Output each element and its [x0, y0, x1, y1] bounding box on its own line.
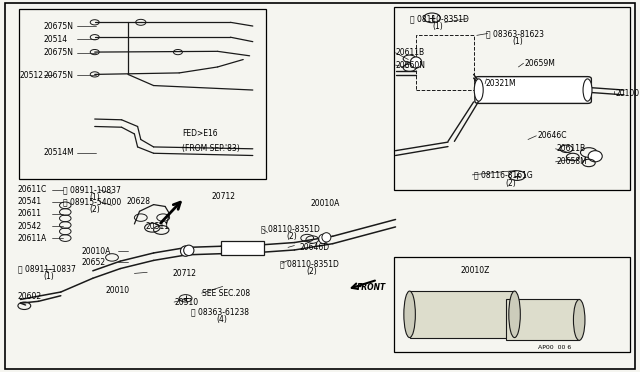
- Text: 20675N: 20675N: [44, 48, 74, 57]
- Ellipse shape: [184, 245, 194, 256]
- Text: 20321M: 20321M: [485, 79, 516, 88]
- Bar: [221, 241, 264, 255]
- Text: SEE SEC.208: SEE SEC.208: [202, 289, 250, 298]
- Text: FRONT: FRONT: [357, 283, 387, 292]
- Text: 20628: 20628: [127, 197, 151, 206]
- Text: Ⓢ 08363-81623: Ⓢ 08363-81623: [486, 29, 545, 38]
- Ellipse shape: [583, 79, 592, 101]
- Text: (2): (2): [506, 179, 516, 187]
- FancyBboxPatch shape: [475, 77, 591, 103]
- Text: AP00  00 6: AP00 00 6: [538, 345, 571, 350]
- Ellipse shape: [573, 299, 585, 340]
- Bar: [410, 291, 515, 338]
- Text: (1): (1): [90, 193, 100, 202]
- Text: 20512: 20512: [19, 71, 44, 80]
- Text: 20675N: 20675N: [44, 22, 74, 31]
- Text: (1): (1): [44, 272, 54, 281]
- Text: (1): (1): [432, 22, 443, 31]
- Text: 20712: 20712: [173, 269, 197, 278]
- Text: 20675N: 20675N: [44, 71, 74, 80]
- Bar: [394, 257, 630, 352]
- Text: 20010A: 20010A: [82, 247, 111, 256]
- Text: (2): (2): [90, 205, 100, 214]
- Text: 20611C: 20611C: [18, 185, 47, 194]
- Text: Ⓑ 08110-8351D: Ⓑ 08110-8351D: [280, 259, 339, 268]
- Text: Ⓝ 08911-10837: Ⓝ 08911-10837: [63, 185, 120, 194]
- Bar: [416, 35, 474, 90]
- Text: (2): (2): [287, 232, 298, 241]
- Ellipse shape: [180, 246, 191, 256]
- Text: 20611A: 20611A: [18, 234, 47, 243]
- Text: (FROM SEP.'83): (FROM SEP.'83): [182, 144, 240, 153]
- Text: Ⓑ 08110-8351D: Ⓑ 08110-8351D: [410, 14, 468, 23]
- Text: 20010A: 20010A: [310, 199, 340, 208]
- Text: 20511: 20511: [146, 222, 170, 231]
- Ellipse shape: [410, 57, 422, 68]
- Text: 20646C: 20646C: [538, 131, 567, 140]
- Text: 20602: 20602: [18, 292, 42, 301]
- Text: 20611B: 20611B: [396, 48, 425, 57]
- Text: 20514M: 20514M: [44, 148, 74, 157]
- Text: 20514: 20514: [44, 35, 68, 44]
- Ellipse shape: [404, 291, 415, 338]
- Text: 20611: 20611: [18, 209, 42, 218]
- Text: 20010Z: 20010Z: [461, 266, 490, 275]
- Ellipse shape: [322, 233, 331, 242]
- Text: (4): (4): [216, 315, 227, 324]
- Ellipse shape: [588, 151, 602, 162]
- Text: 20658M: 20658M: [557, 157, 588, 166]
- Ellipse shape: [319, 234, 328, 244]
- Bar: [19, 9, 266, 179]
- Bar: [506, 299, 579, 340]
- Text: 20659M: 20659M: [525, 59, 556, 68]
- Text: 20611B: 20611B: [557, 144, 586, 153]
- Text: 20510: 20510: [174, 298, 198, 307]
- Text: 20100: 20100: [616, 89, 640, 98]
- Text: Ⓑ 08116-8161G: Ⓑ 08116-8161G: [474, 170, 532, 179]
- Text: 20541: 20541: [18, 197, 42, 206]
- Text: 20652: 20652: [82, 258, 106, 267]
- Text: 20542: 20542: [18, 222, 42, 231]
- Text: (2): (2): [306, 267, 317, 276]
- Ellipse shape: [509, 291, 520, 338]
- Text: 20010: 20010: [106, 286, 130, 295]
- Text: 20712: 20712: [211, 192, 236, 201]
- Bar: [394, 7, 630, 190]
- Text: (1): (1): [512, 37, 523, 46]
- Text: Ⓢ 08363-61238: Ⓢ 08363-61238: [191, 307, 249, 316]
- Text: Ⓑ 08110-8351D: Ⓑ 08110-8351D: [261, 224, 320, 233]
- Text: 20646D: 20646D: [300, 243, 330, 252]
- Text: FED>E16: FED>E16: [182, 129, 218, 138]
- Text: 20660N: 20660N: [396, 61, 426, 70]
- Ellipse shape: [474, 79, 483, 101]
- Text: Ⓦ 08915-54000: Ⓦ 08915-54000: [63, 197, 121, 206]
- Text: Ⓝ 08911-10837: Ⓝ 08911-10837: [18, 264, 76, 273]
